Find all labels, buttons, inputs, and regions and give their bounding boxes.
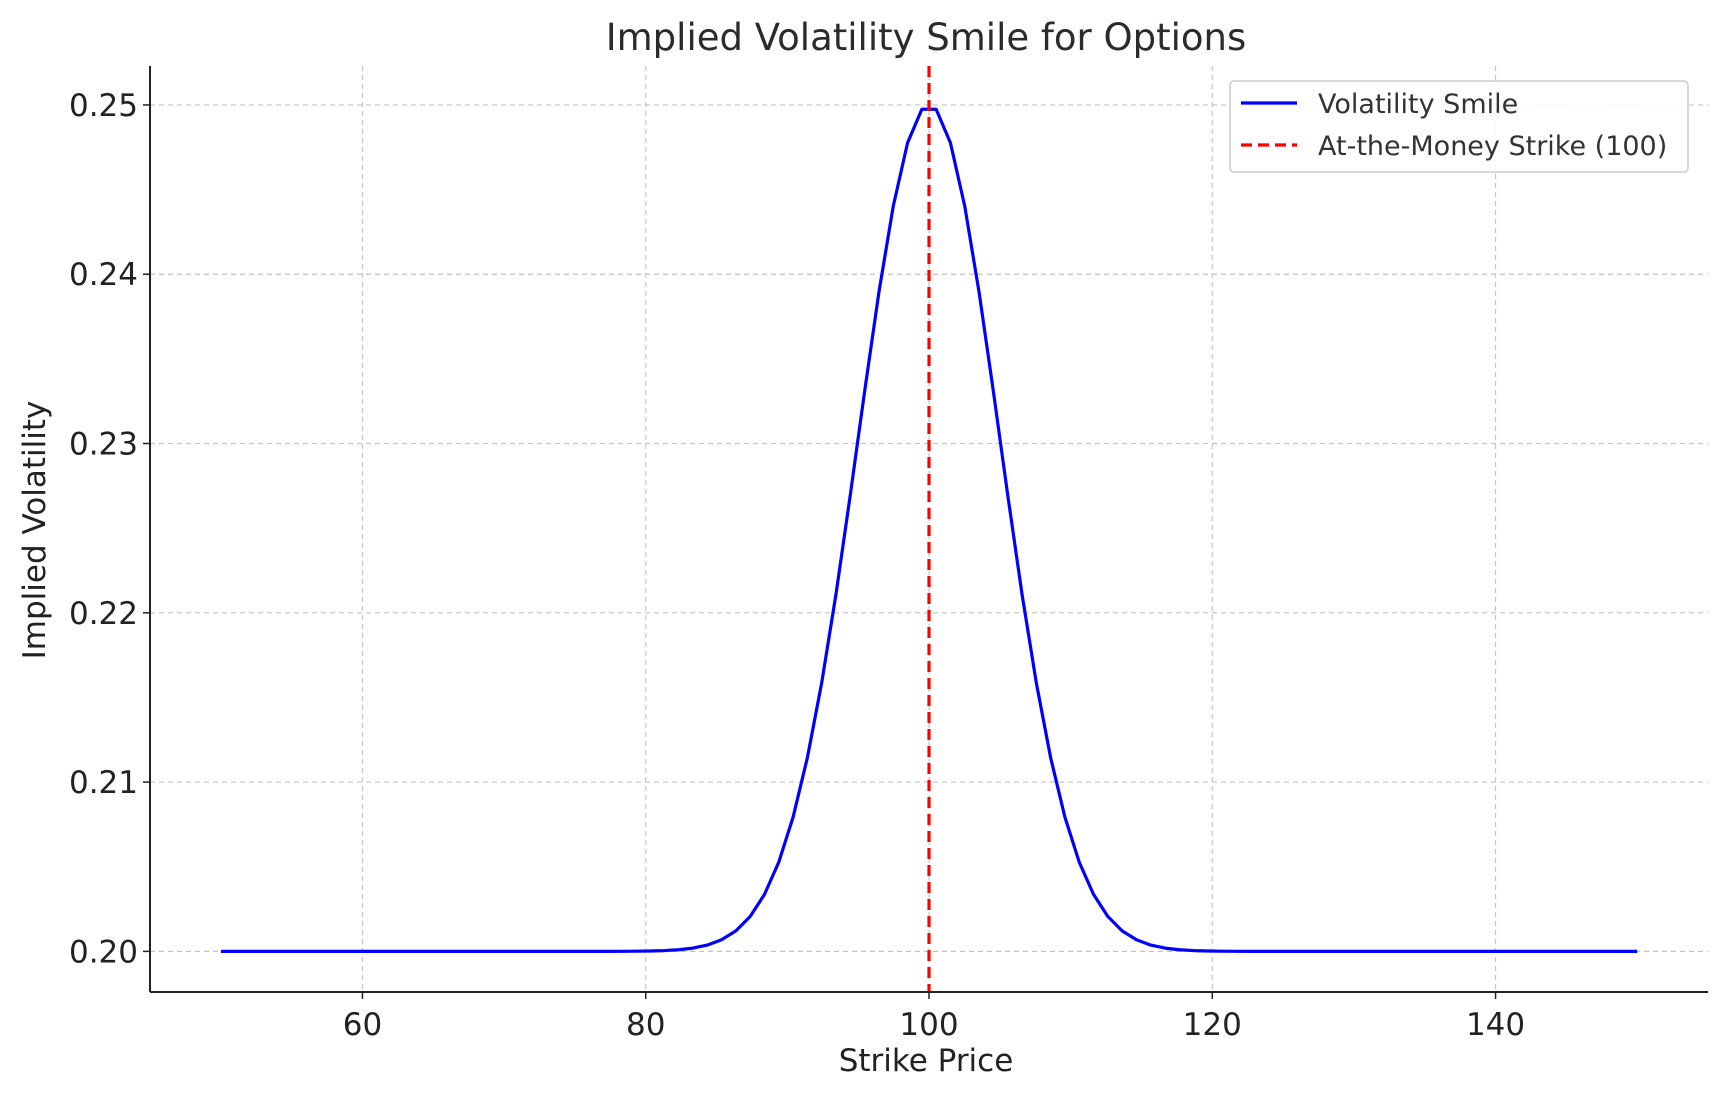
x-axis-label: Strike Price — [839, 1043, 1014, 1079]
x-tick-label-80: 80 — [626, 1007, 665, 1043]
chart-title: Implied Volatility Smile for Options — [606, 16, 1247, 59]
x-tick-label-120: 120 — [1183, 1007, 1242, 1043]
y-tick-label-0.25: 0.25 — [69, 88, 138, 124]
y-tick-label-0.23: 0.23 — [69, 427, 138, 463]
x-tick-label-140: 140 — [1466, 1007, 1525, 1043]
legend-label-atm-strike: At-the-Money Strike (100) — [1318, 131, 1667, 162]
y-tick-label-0.22: 0.22 — [69, 596, 138, 632]
y-tick-label-0.21: 0.21 — [69, 765, 138, 801]
legend-label-volatility-smile: Volatility Smile — [1318, 89, 1518, 120]
legend: Volatility Smile At-the-Money Strike (10… — [1229, 80, 1689, 173]
y-axis-label: Implied Volatility — [17, 401, 53, 660]
x-tick-label-60: 60 — [343, 1007, 382, 1043]
ticks: 60 80 100 120 140 0.20 0.21 0.22 0.23 0.24 0.25 — [69, 88, 1525, 1043]
series-layer — [220, 66, 1638, 992]
y-tick-label-0.20: 0.20 — [69, 934, 138, 970]
legend-box — [1229, 80, 1689, 173]
x-tick-label-100: 100 — [899, 1007, 958, 1043]
y-tick-label-0.24: 0.24 — [69, 257, 138, 293]
